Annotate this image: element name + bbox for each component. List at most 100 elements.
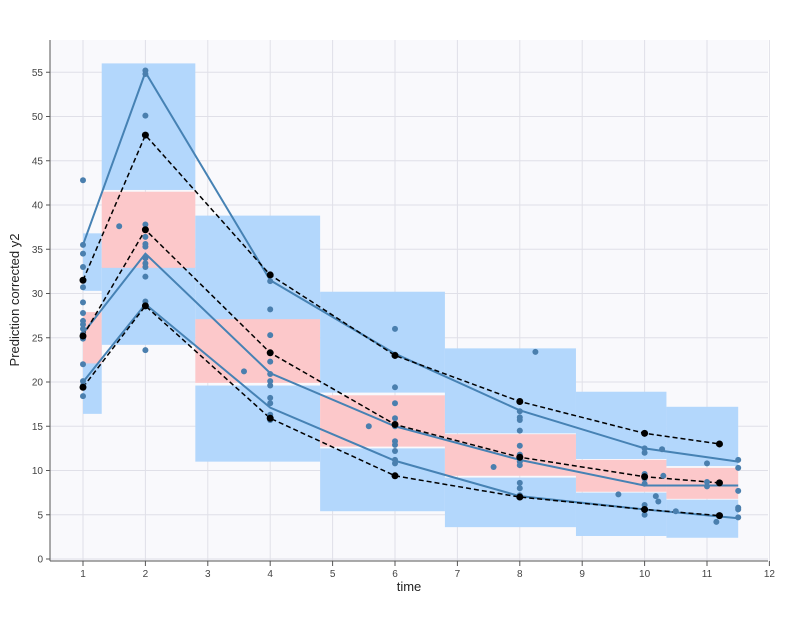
- observation-point: [80, 177, 86, 184]
- y-tick-label: 45: [32, 156, 44, 167]
- observation-point: [240, 368, 247, 375]
- simulated-median-point: [79, 332, 87, 340]
- y-tick-label: 55: [32, 68, 44, 79]
- x-tick-label: 6: [392, 569, 398, 580]
- observation-point: [267, 371, 274, 378]
- observation-point: [267, 358, 274, 365]
- observation-point: [516, 479, 523, 486]
- observation-point: [392, 441, 398, 448]
- observation-point: [267, 378, 274, 385]
- observation-point: [80, 325, 86, 332]
- upper-pi-band: [575, 391, 667, 459]
- y-tick-label: 50: [32, 112, 44, 123]
- observation-point: [80, 263, 86, 270]
- observation-point: [704, 483, 710, 490]
- observation-point: [267, 394, 274, 401]
- x-tick-label: 12: [764, 569, 776, 580]
- simulated-median-point: [141, 226, 149, 234]
- x-tick-label: 9: [579, 569, 585, 580]
- y-tick-label: 35: [32, 245, 44, 256]
- x-axis-title: time: [397, 579, 422, 594]
- observation-point: [392, 400, 398, 407]
- y-tick-label: 30: [32, 289, 44, 300]
- observation-point: [267, 382, 274, 389]
- simulated-lower-point: [715, 512, 723, 520]
- observation-point: [142, 221, 149, 228]
- simulated-upper-point: [79, 276, 87, 284]
- observation-point: [735, 487, 742, 494]
- axes: [49, 40, 768, 562]
- x-tick-label: 4: [267, 569, 273, 580]
- simulated-median-point: [516, 453, 524, 461]
- y-tick-label: 25: [32, 333, 44, 344]
- median-pi-band: [666, 467, 739, 499]
- observation-point: [392, 460, 398, 467]
- observation-point: [641, 480, 648, 487]
- observation-points: [79, 67, 742, 525]
- observation-point: [80, 250, 86, 257]
- observation-point: [80, 393, 86, 400]
- observation-point: [516, 408, 523, 415]
- x-tick-label: 5: [330, 569, 336, 580]
- simulated-lower-point: [266, 414, 274, 422]
- observation-point: [532, 348, 539, 355]
- observation-point: [80, 299, 86, 306]
- observation-point: [735, 506, 742, 513]
- simulated-median-point: [715, 479, 723, 487]
- observation-point: [80, 309, 86, 316]
- upper-pi-band: [101, 63, 196, 190]
- simulated-lower-point: [641, 505, 649, 513]
- observation-point: [672, 508, 679, 515]
- simulated-median-point: [266, 349, 274, 357]
- observation-point: [392, 325, 398, 332]
- lower-pi-band: [444, 477, 576, 528]
- observation-point: [516, 442, 523, 449]
- y-tick-label: 40: [32, 201, 44, 212]
- observation-point: [142, 273, 149, 280]
- observation-point: [392, 384, 398, 391]
- x-axis-ticks: 1 2 3 4 5 6 7 8 9 10 11 12: [80, 561, 775, 580]
- median-pi-band: [195, 319, 321, 383]
- simulated-median-point: [641, 473, 649, 481]
- observation-point: [267, 278, 274, 285]
- y-axis-title: Prediction corrected y2: [7, 234, 22, 367]
- median-pi-band: [83, 312, 102, 364]
- y-tick-label: 0: [37, 555, 43, 566]
- observation-point: [735, 514, 742, 521]
- lower-pi-band: [320, 448, 445, 512]
- observation-point: [267, 332, 274, 339]
- observation-point: [116, 223, 123, 230]
- observation-point: [490, 463, 497, 470]
- observation-point: [267, 306, 274, 313]
- x-tick-label: 8: [517, 569, 523, 580]
- observation-point: [392, 415, 398, 422]
- observation-point: [80, 378, 86, 385]
- observation-point: [142, 71, 149, 78]
- x-tick-label: 3: [205, 569, 211, 580]
- simulated-lower-point: [79, 383, 87, 391]
- y-tick-label: 20: [32, 378, 44, 389]
- observation-point: [735, 456, 742, 463]
- observation-point: [641, 445, 648, 452]
- observation-point: [713, 518, 720, 525]
- observation-point: [641, 449, 648, 456]
- lower-pi-band: [575, 492, 667, 536]
- y-tick-label: 5: [37, 510, 43, 521]
- simulated-upper-point: [141, 131, 149, 139]
- x-tick-label: 10: [639, 569, 651, 580]
- x-tick-label: 11: [702, 569, 713, 580]
- observation-point: [392, 448, 398, 455]
- observation-point: [142, 263, 149, 270]
- y-tick-label: 15: [32, 422, 44, 433]
- observation-point: [80, 321, 86, 328]
- observation-point: [267, 400, 274, 407]
- simulated-median-point: [391, 420, 399, 428]
- observation-point: [516, 485, 523, 492]
- observation-point: [615, 491, 622, 498]
- simulated-upper-point: [641, 429, 649, 437]
- observation-point: [80, 241, 86, 248]
- observation-point: [704, 460, 710, 467]
- observation-point: [516, 417, 523, 424]
- simulated-upper-point: [516, 397, 524, 405]
